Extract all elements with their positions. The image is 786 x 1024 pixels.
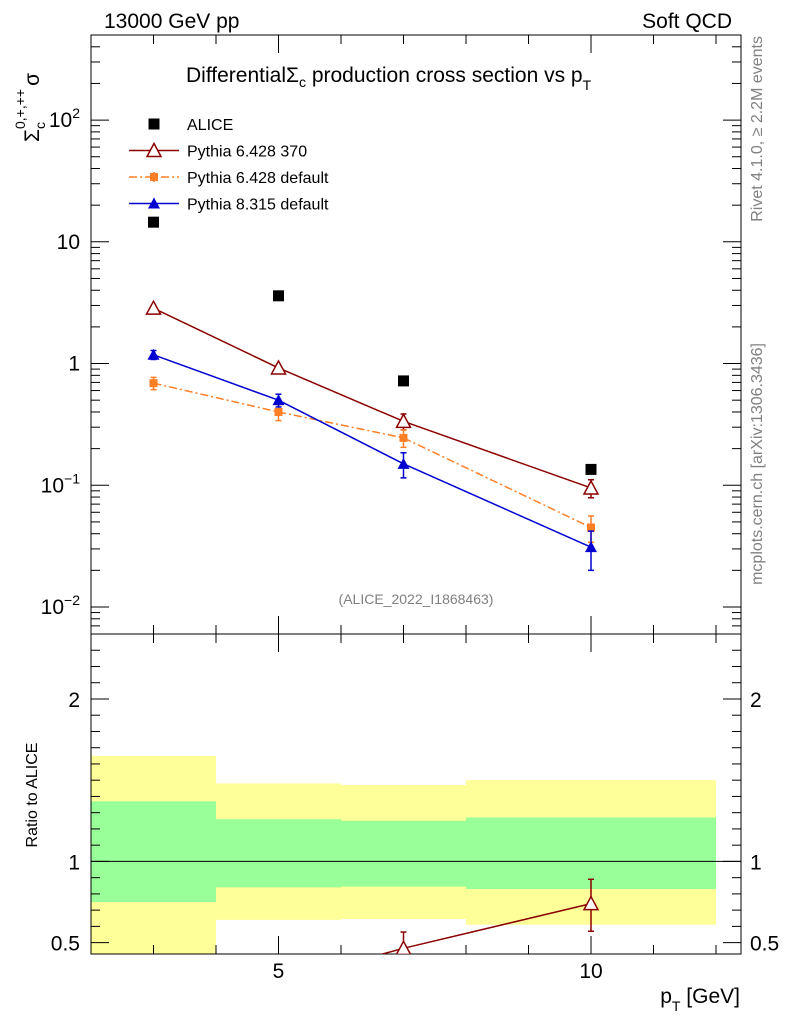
series-1 — [145, 299, 600, 499]
ratio-y-tick-labels: 0.5 0.5 1 1 2 2 — [51, 689, 779, 956]
x-tick-labels: 5 10 — [273, 960, 603, 983]
ratio-y-tick-label-right: 1 — [750, 851, 762, 874]
ratio-y-tick-label-right: 0.5 — [750, 933, 779, 956]
x-tick-label: 5 — [273, 960, 285, 983]
category-label: Soft QCD — [642, 10, 732, 33]
inner-uncertainty-band — [91, 801, 216, 903]
series-line — [153, 307, 592, 489]
inner-uncertainty-band — [341, 820, 466, 887]
ratio-data-point — [582, 895, 600, 911]
ratio-y-tick-label: 0.5 — [51, 933, 80, 956]
main-y-tick-labels: 10−2 10−1 1 10 102 — [41, 105, 81, 619]
axis-ticks — [90, 34, 741, 954]
x-axis-label: pT [GeV] — [660, 985, 740, 1014]
data-point — [582, 479, 600, 495]
main-title: DifferentialΣc production cross section … — [186, 64, 592, 93]
data-point — [585, 541, 597, 553]
legend-entry: Pythia 8.315 default — [129, 197, 329, 214]
data-point — [272, 394, 285, 406]
data-point — [270, 359, 287, 375]
legend-label: Pythia 8.315 default — [187, 197, 329, 214]
data-point — [148, 216, 159, 228]
main-y-tick-label: 10 — [57, 231, 80, 254]
main-y-tick-label: 10−1 — [41, 470, 81, 497]
data-point — [145, 299, 162, 315]
ratio-y-axis-label: Ratio to ALICE — [24, 743, 41, 848]
series-0 — [148, 216, 597, 475]
ratio-data-point — [147, 985, 161, 998]
data-point — [585, 463, 597, 475]
legend-label: Pythia 6.428 default — [187, 170, 329, 187]
data-point — [587, 523, 595, 532]
legend-entry: ALICE — [148, 117, 233, 134]
ratio-series-0 — [147, 878, 600, 998]
legend-label: Pythia 6.428 370 — [187, 144, 307, 161]
data-point — [399, 433, 408, 442]
series-2 — [149, 376, 595, 544]
legend-marker — [148, 197, 160, 209]
legend: ALICE Pythia 6.428 370 Pythia 6.428 defaul… — [129, 117, 329, 214]
ratio-plot-frame — [90, 633, 742, 955]
energy-label: 13000 GeV pp — [104, 10, 239, 33]
data-point — [274, 407, 283, 416]
legend-marker — [150, 173, 158, 181]
legend-marker — [148, 118, 160, 130]
main-y-tick-label: 102 — [49, 105, 80, 132]
ratio-data-point — [395, 939, 412, 954]
ratio-line — [379, 902, 592, 954]
series-line — [153, 382, 592, 529]
legend-entry: Pythia 6.428 default — [129, 170, 329, 187]
data-point — [273, 290, 284, 302]
main-y-tick-label: 10−2 — [41, 592, 81, 619]
rivet-label: Rivet 4.1.0, ≥ 2.2M events — [749, 36, 766, 222]
x-tick-label: 10 — [579, 960, 602, 983]
series-3 — [147, 348, 597, 572]
mcplots-label: mcplots.cern.ch [arXiv:1306.3436] — [749, 343, 766, 585]
main-y-axis-label: Σc0,+,++σ — [12, 73, 48, 142]
legend-marker — [145, 141, 163, 158]
ratio-y-tick-label-right: 2 — [750, 689, 762, 712]
data-point — [397, 457, 410, 469]
legend-entry: Pythia 6.428 370 — [129, 141, 307, 161]
data-point — [398, 375, 409, 387]
analysis-watermark: (ALICE_2022_I1868463) — [339, 591, 494, 607]
main-y-tick-label: 1 — [68, 353, 80, 376]
ratio-y-tick-label: 2 — [68, 689, 80, 712]
data-point — [149, 379, 158, 388]
data-point — [147, 348, 160, 360]
series-line — [153, 354, 592, 548]
inner-uncertainty-band — [466, 817, 716, 890]
ratio-y-tick-label: 1 — [68, 851, 80, 874]
inner-uncertainty-band — [216, 819, 341, 888]
data-point — [395, 412, 412, 429]
legend-label: ALICE — [187, 117, 233, 134]
ratio-series — [91, 860, 741, 998]
uncertainty-bands — [91, 755, 716, 954]
main-series — [145, 216, 600, 572]
